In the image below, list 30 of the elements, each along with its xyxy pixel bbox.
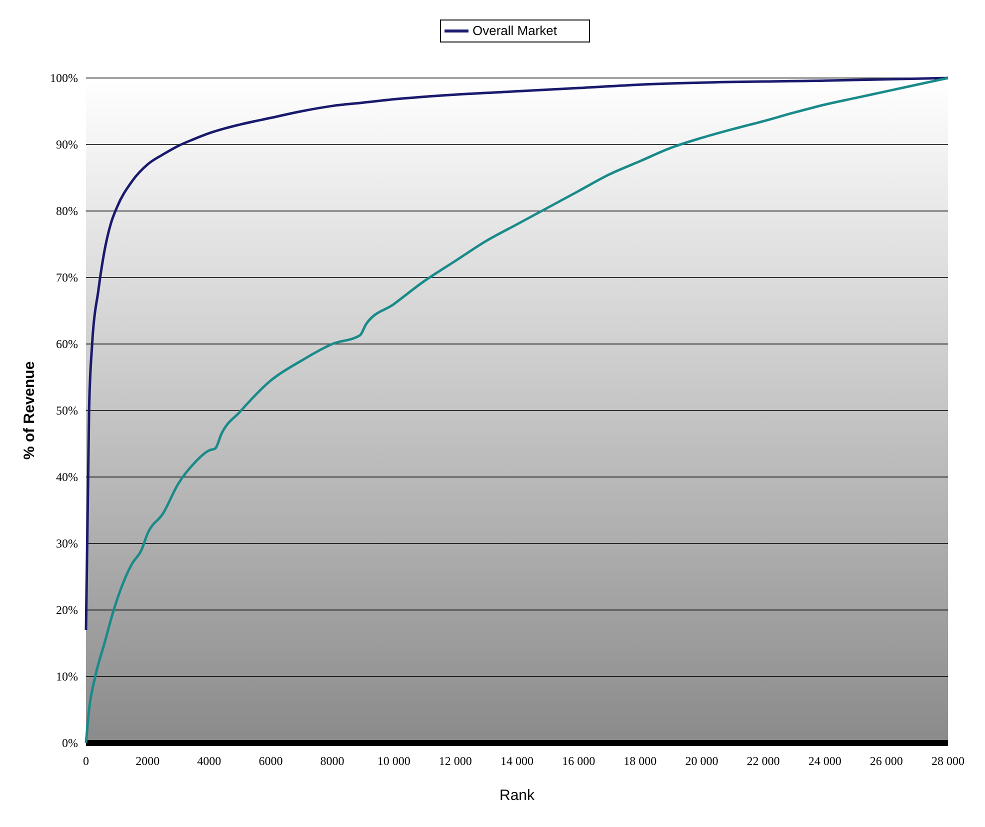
y-tick-label: 30% [56,536,78,551]
y-tick-label: 70% [56,270,78,285]
x-tick-label: 8000 [320,754,344,768]
x-tick-label: 12 000 [438,754,472,768]
line-series [84,76,950,744]
y-tick-label: 0% [62,736,78,750]
x-tick-label: 2000 [136,754,160,768]
x-tick-label: 28 000 [932,754,964,768]
y-tick-label: 20% [56,603,78,618]
y-tick-label: 10% [56,670,78,684]
x-tick-label: 0 [83,754,89,768]
x-axis-title: Rank [499,787,535,804]
y-tick-label: 60% [56,337,78,352]
x-tick-label: 16 000 [562,754,596,768]
y-tick-label: 100% [50,71,78,86]
x-tick-label: 26 000 [870,754,903,768]
x-tick-label: 18 000 [624,754,657,768]
y-tick-label: 80% [56,204,78,218]
x-tick-label: 4000 [197,754,222,768]
x-tick-label: 6000 [258,754,283,768]
x-tick-label: 24 000 [808,754,842,768]
y-axis-title: % of Revenue [21,361,38,460]
x-tick-label: 22 000 [746,754,780,768]
y-tick-label: 40% [56,470,78,484]
x-tick-label: 20 000 [685,754,718,768]
legend-label: Overall Market [472,23,558,38]
y-tick-label: 50% [56,404,78,418]
x-tick-label: 10 000 [377,754,410,768]
x-tick-label: 14 000 [500,754,534,768]
y-tick-label: 90% [56,138,78,152]
